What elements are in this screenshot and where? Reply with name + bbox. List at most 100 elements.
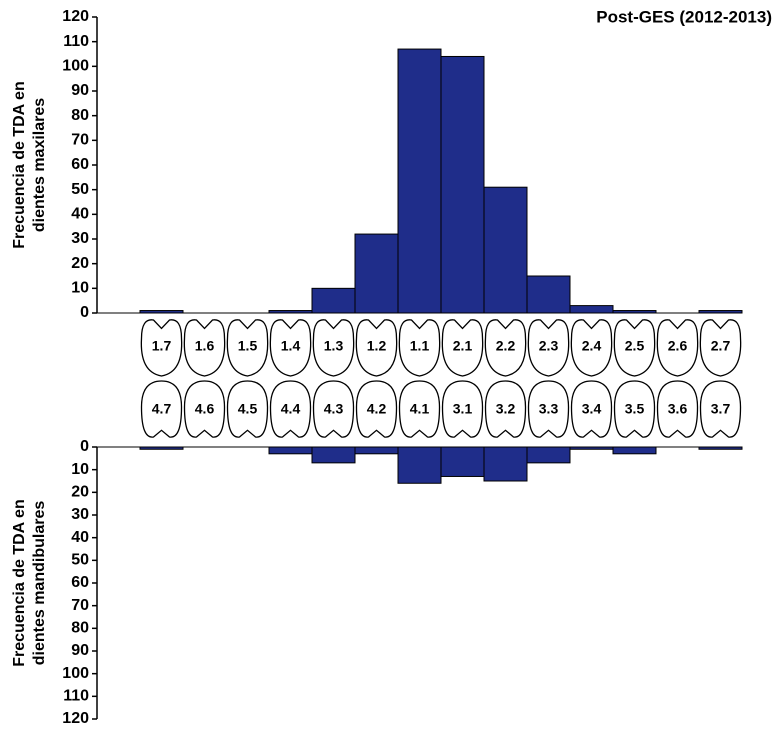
tooth-outline bbox=[312, 380, 355, 438]
tooth-outline bbox=[484, 319, 527, 377]
tooth-outline bbox=[699, 380, 742, 438]
tooth-outline bbox=[398, 380, 441, 438]
y-tick-label: 120 bbox=[62, 710, 89, 727]
x-tick-label: 1.7 bbox=[152, 338, 172, 354]
x-tick-label: 4.7 bbox=[152, 401, 172, 417]
y-tick-label: 20 bbox=[71, 255, 89, 272]
y-tick-label: 30 bbox=[71, 230, 89, 247]
tooth-outline bbox=[484, 380, 527, 438]
y-tick-label: 80 bbox=[71, 107, 89, 124]
bar bbox=[311, 446, 356, 464]
x-tick-label: 1.3 bbox=[324, 338, 344, 354]
bar bbox=[397, 446, 442, 484]
x-tick-label: 4.2 bbox=[367, 401, 387, 417]
tooth-outline bbox=[527, 380, 570, 438]
x-tick-label: 3.4 bbox=[582, 401, 602, 417]
y-tick-label: 30 bbox=[71, 506, 89, 523]
y-tick-label: 70 bbox=[71, 132, 89, 149]
tooth-outline bbox=[699, 319, 742, 377]
y-tick-label: 110 bbox=[63, 33, 89, 50]
y-tick-label: 20 bbox=[71, 484, 89, 501]
y-tick-label: 70 bbox=[71, 597, 89, 614]
x-tick-label: 1.5 bbox=[238, 338, 258, 354]
y-axis-label: dientes mandibulares bbox=[31, 501, 48, 666]
y-tick-label: 110 bbox=[63, 688, 89, 705]
y-tick-label: 40 bbox=[71, 206, 89, 223]
bar bbox=[440, 446, 485, 477]
x-tick-label: 2.2 bbox=[496, 338, 516, 354]
y-tick-label: 90 bbox=[71, 82, 89, 99]
tooth-outline bbox=[613, 319, 656, 377]
tooth-outline bbox=[226, 319, 269, 377]
y-tick-label: 60 bbox=[71, 156, 89, 173]
bar bbox=[483, 446, 528, 482]
y-tick-label: 50 bbox=[71, 552, 89, 569]
bar bbox=[354, 446, 399, 455]
y-axis-label: Frecuencia de TDA en bbox=[11, 499, 28, 666]
tooth-outline bbox=[570, 380, 613, 438]
y-tick-label: 100 bbox=[62, 58, 89, 75]
x-tick-label: 3.3 bbox=[539, 401, 559, 417]
bar bbox=[354, 233, 399, 314]
x-tick-label: 4.6 bbox=[195, 401, 215, 417]
y-tick-label: 60 bbox=[71, 574, 89, 591]
tooth-outline bbox=[140, 380, 183, 438]
tooth-outline bbox=[656, 380, 699, 438]
x-tick-label: 2.6 bbox=[668, 338, 688, 354]
bar bbox=[526, 275, 571, 314]
tooth-outline bbox=[355, 319, 398, 377]
x-tick-label: 2.4 bbox=[582, 338, 602, 354]
x-tick-label: 3.1 bbox=[453, 401, 473, 417]
x-tick-label: 1.4 bbox=[281, 338, 301, 354]
x-tick-label: 2.3 bbox=[539, 338, 559, 354]
tooth-outline bbox=[183, 319, 226, 377]
y-tick-label: 90 bbox=[71, 642, 89, 659]
x-tick-label: 3.6 bbox=[668, 401, 688, 417]
x-tick-label: 3.5 bbox=[625, 401, 645, 417]
tooth-outline bbox=[183, 380, 226, 438]
x-tick-label: 1.6 bbox=[195, 338, 215, 354]
x-tick-label: 1.2 bbox=[367, 338, 387, 354]
tooth-outline bbox=[570, 319, 613, 377]
x-tick-label: 4.3 bbox=[324, 401, 344, 417]
x-tick-label: 1.1 bbox=[410, 338, 430, 354]
tooth-outline bbox=[441, 380, 484, 438]
tooth-outline bbox=[441, 319, 484, 377]
bar bbox=[397, 48, 442, 314]
tooth-outline bbox=[355, 380, 398, 438]
bar bbox=[569, 305, 614, 314]
tooth-outline bbox=[613, 380, 656, 438]
y-tick-label: 10 bbox=[71, 461, 89, 478]
y-tick-label: 0 bbox=[80, 304, 89, 321]
y-tick-label: 50 bbox=[71, 181, 89, 198]
chart-title: Post-GES (2012-2013) bbox=[596, 7, 772, 26]
bar bbox=[311, 287, 356, 314]
bar bbox=[440, 55, 485, 314]
tooth-outline bbox=[312, 319, 355, 377]
tooth-outline bbox=[527, 319, 570, 377]
y-tick-label: 80 bbox=[71, 620, 89, 637]
y-tick-label: 100 bbox=[62, 665, 89, 682]
tooth-outline bbox=[398, 319, 441, 377]
x-tick-label: 2.5 bbox=[625, 338, 645, 354]
x-tick-label: 3.7 bbox=[711, 401, 731, 417]
y-tick-label: 0 bbox=[80, 438, 89, 455]
bar bbox=[268, 446, 313, 455]
x-tick-label: 4.4 bbox=[281, 401, 301, 417]
bar bbox=[612, 446, 657, 455]
y-axis-label: dientes maxilares bbox=[31, 98, 48, 232]
x-tick-label: 4.1 bbox=[410, 401, 430, 417]
y-tick-label: 10 bbox=[71, 280, 89, 297]
x-tick-label: 3.2 bbox=[496, 401, 516, 417]
x-tick-label: 4.5 bbox=[238, 401, 258, 417]
tooth-outline bbox=[656, 319, 699, 377]
bar bbox=[526, 446, 571, 464]
tooth-outline bbox=[226, 380, 269, 438]
x-tick-label: 2.7 bbox=[711, 338, 731, 354]
y-axis-label: Frecuencia de TDA en bbox=[11, 81, 28, 248]
x-tick-label: 2.1 bbox=[453, 338, 473, 354]
tooth-outline bbox=[269, 319, 312, 377]
bar bbox=[483, 186, 528, 314]
y-tick-label: 120 bbox=[62, 8, 89, 25]
